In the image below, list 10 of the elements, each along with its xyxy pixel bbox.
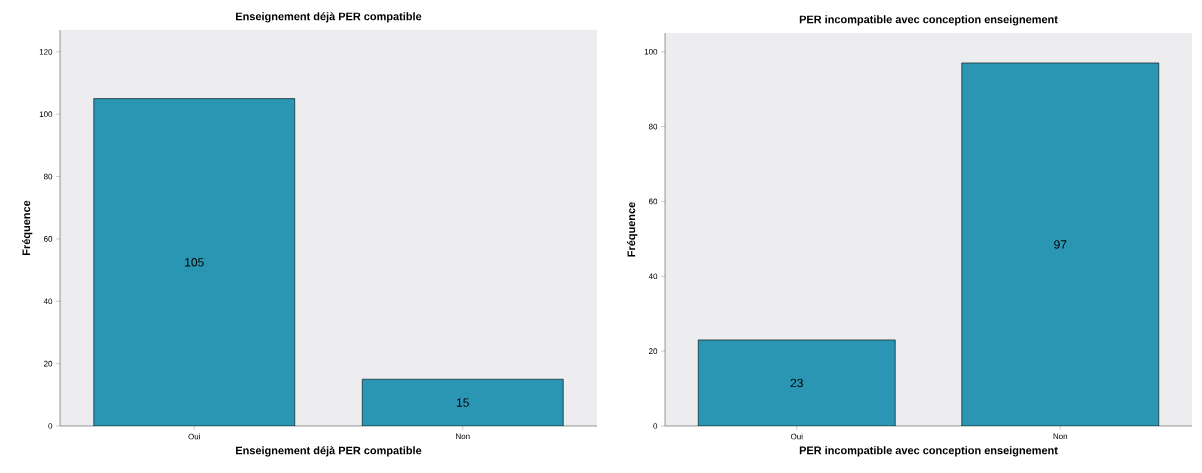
data-label: 97 [1054,240,1067,249]
chart-title: PER incompatible avec conception enseignement [799,15,1058,26]
x-axis-title: PER incompatible avec conception enseignement [799,446,1058,457]
y-axis-title: Fréquence [627,202,638,257]
chart-title: Enseignement déjà PER compatible [236,12,422,23]
y-axis-title: Fréquence [22,200,33,255]
data-label: 105 [185,258,204,267]
data-label: 15 [457,398,469,407]
x-axis-title: Enseignement déjà PER compatible [236,446,422,457]
data-label: 23 [790,378,803,388]
